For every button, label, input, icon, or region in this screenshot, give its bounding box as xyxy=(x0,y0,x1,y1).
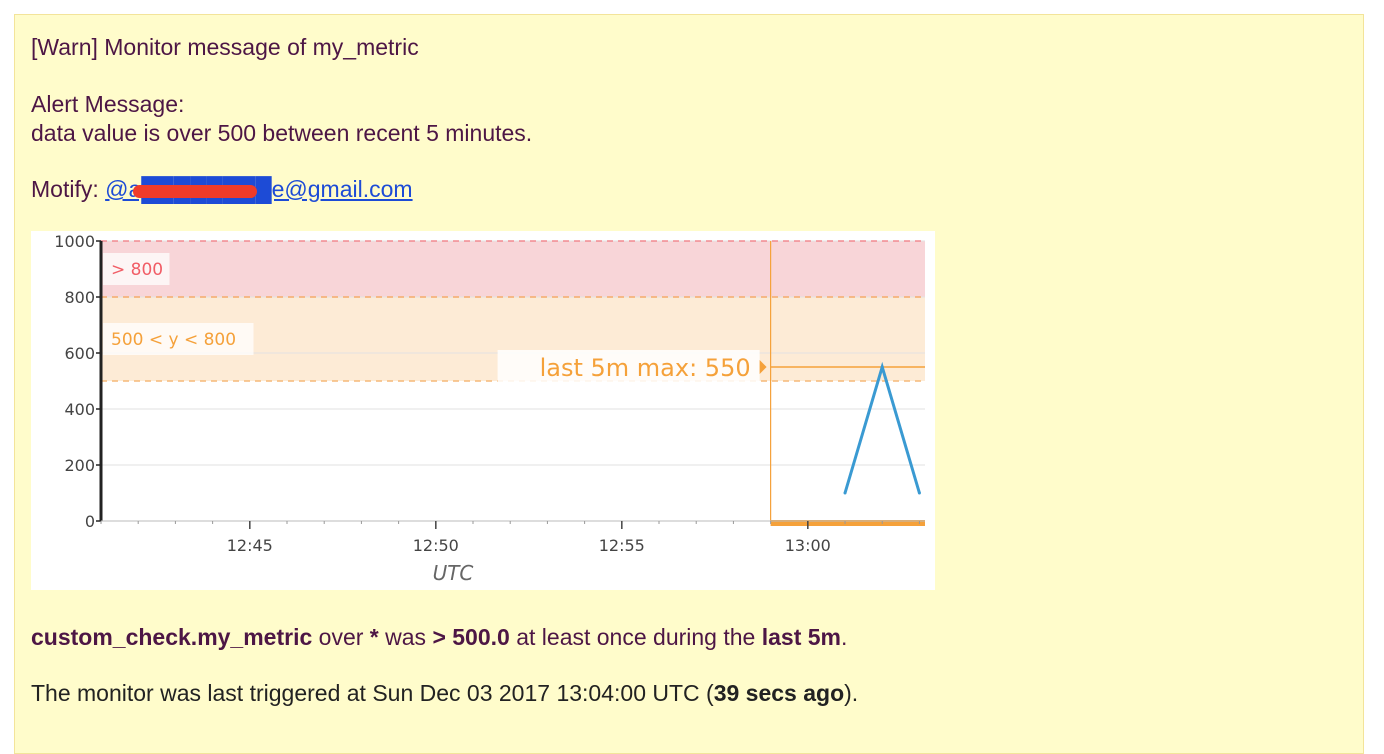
alert-heading: Alert Message: xyxy=(31,91,185,117)
y-tick-label-4: 800 xyxy=(64,288,95,307)
max-annotation-label: last 5m max: 550 xyxy=(540,354,751,382)
chart-svg: > 800 500 < y < 800 last 5m max: 550 0 200 40… xyxy=(54,232,925,585)
series-line-0 xyxy=(843,361,921,494)
summary-text-4: . xyxy=(840,624,848,650)
window-value: last 5m xyxy=(761,624,841,650)
eval-window-bar xyxy=(770,520,925,526)
x-tick-label-2: 12:55 xyxy=(599,536,645,555)
triggered-prefix: The monitor was last triggered at Sun De… xyxy=(31,680,714,706)
y-tick-label-1: 200 xyxy=(64,456,95,475)
y-tick-label-0: 0 xyxy=(85,512,95,531)
triggered-suffix: ). xyxy=(844,680,859,706)
series-point-0-2 xyxy=(917,491,921,495)
y-tick-label-3: 600 xyxy=(64,344,95,363)
summary-line: custom_check.my_metric over * was > 500.… xyxy=(31,623,847,651)
triggered-ago: 39 secs ago xyxy=(713,680,845,706)
metric-chart: > 800 500 < y < 800 last 5m max: 550 0 200 40… xyxy=(31,231,935,590)
y-tick-label-2: 400 xyxy=(64,400,95,419)
series-point-0-1 xyxy=(880,365,884,369)
threshold-label-0: > 800 xyxy=(111,260,163,280)
summary-text-3: at least once during the xyxy=(509,624,762,650)
alert-email-panel: [Warn] Monitor message of my_metric Aler… xyxy=(14,14,1364,754)
condition-value: > 500.0 xyxy=(432,624,510,650)
summary-text-2: was xyxy=(378,624,433,650)
notify-email-link[interactable]: @a████████e@gmail.com xyxy=(105,176,412,202)
scope-value: * xyxy=(369,624,379,650)
x-tick-label-1: 12:50 xyxy=(413,536,459,555)
y-tick-label-5: 1000 xyxy=(54,232,95,251)
email-subject: [Warn] Monitor message of my_metric xyxy=(31,34,419,60)
threshold-label-bg-1 xyxy=(103,323,254,355)
x-axis-title: UTC xyxy=(433,561,474,585)
max-annotation-bg xyxy=(497,350,760,384)
x-tick-label-3: 13:00 xyxy=(785,536,831,555)
x-tick-label-0: 12:45 xyxy=(227,536,273,555)
summary-text-1: over xyxy=(312,624,370,650)
redaction-mark xyxy=(133,185,258,198)
notify-label: Motify: xyxy=(31,176,99,202)
alert-body: data value is over 500 between recent 5 … xyxy=(31,120,533,146)
threshold-label-bg-0 xyxy=(103,253,170,285)
triggered-line: The monitor was last triggered at Sun De… xyxy=(31,679,858,707)
series-point-0-0 xyxy=(843,491,847,495)
max-annotation-arrow xyxy=(759,360,767,374)
notify-line: Motify: @a████████e@gmail.com xyxy=(31,175,413,203)
threshold-label-1: 500 < y < 800 xyxy=(111,330,236,350)
threshold-band-0 xyxy=(101,241,925,297)
metric-name: custom_check.my_metric xyxy=(31,624,313,650)
